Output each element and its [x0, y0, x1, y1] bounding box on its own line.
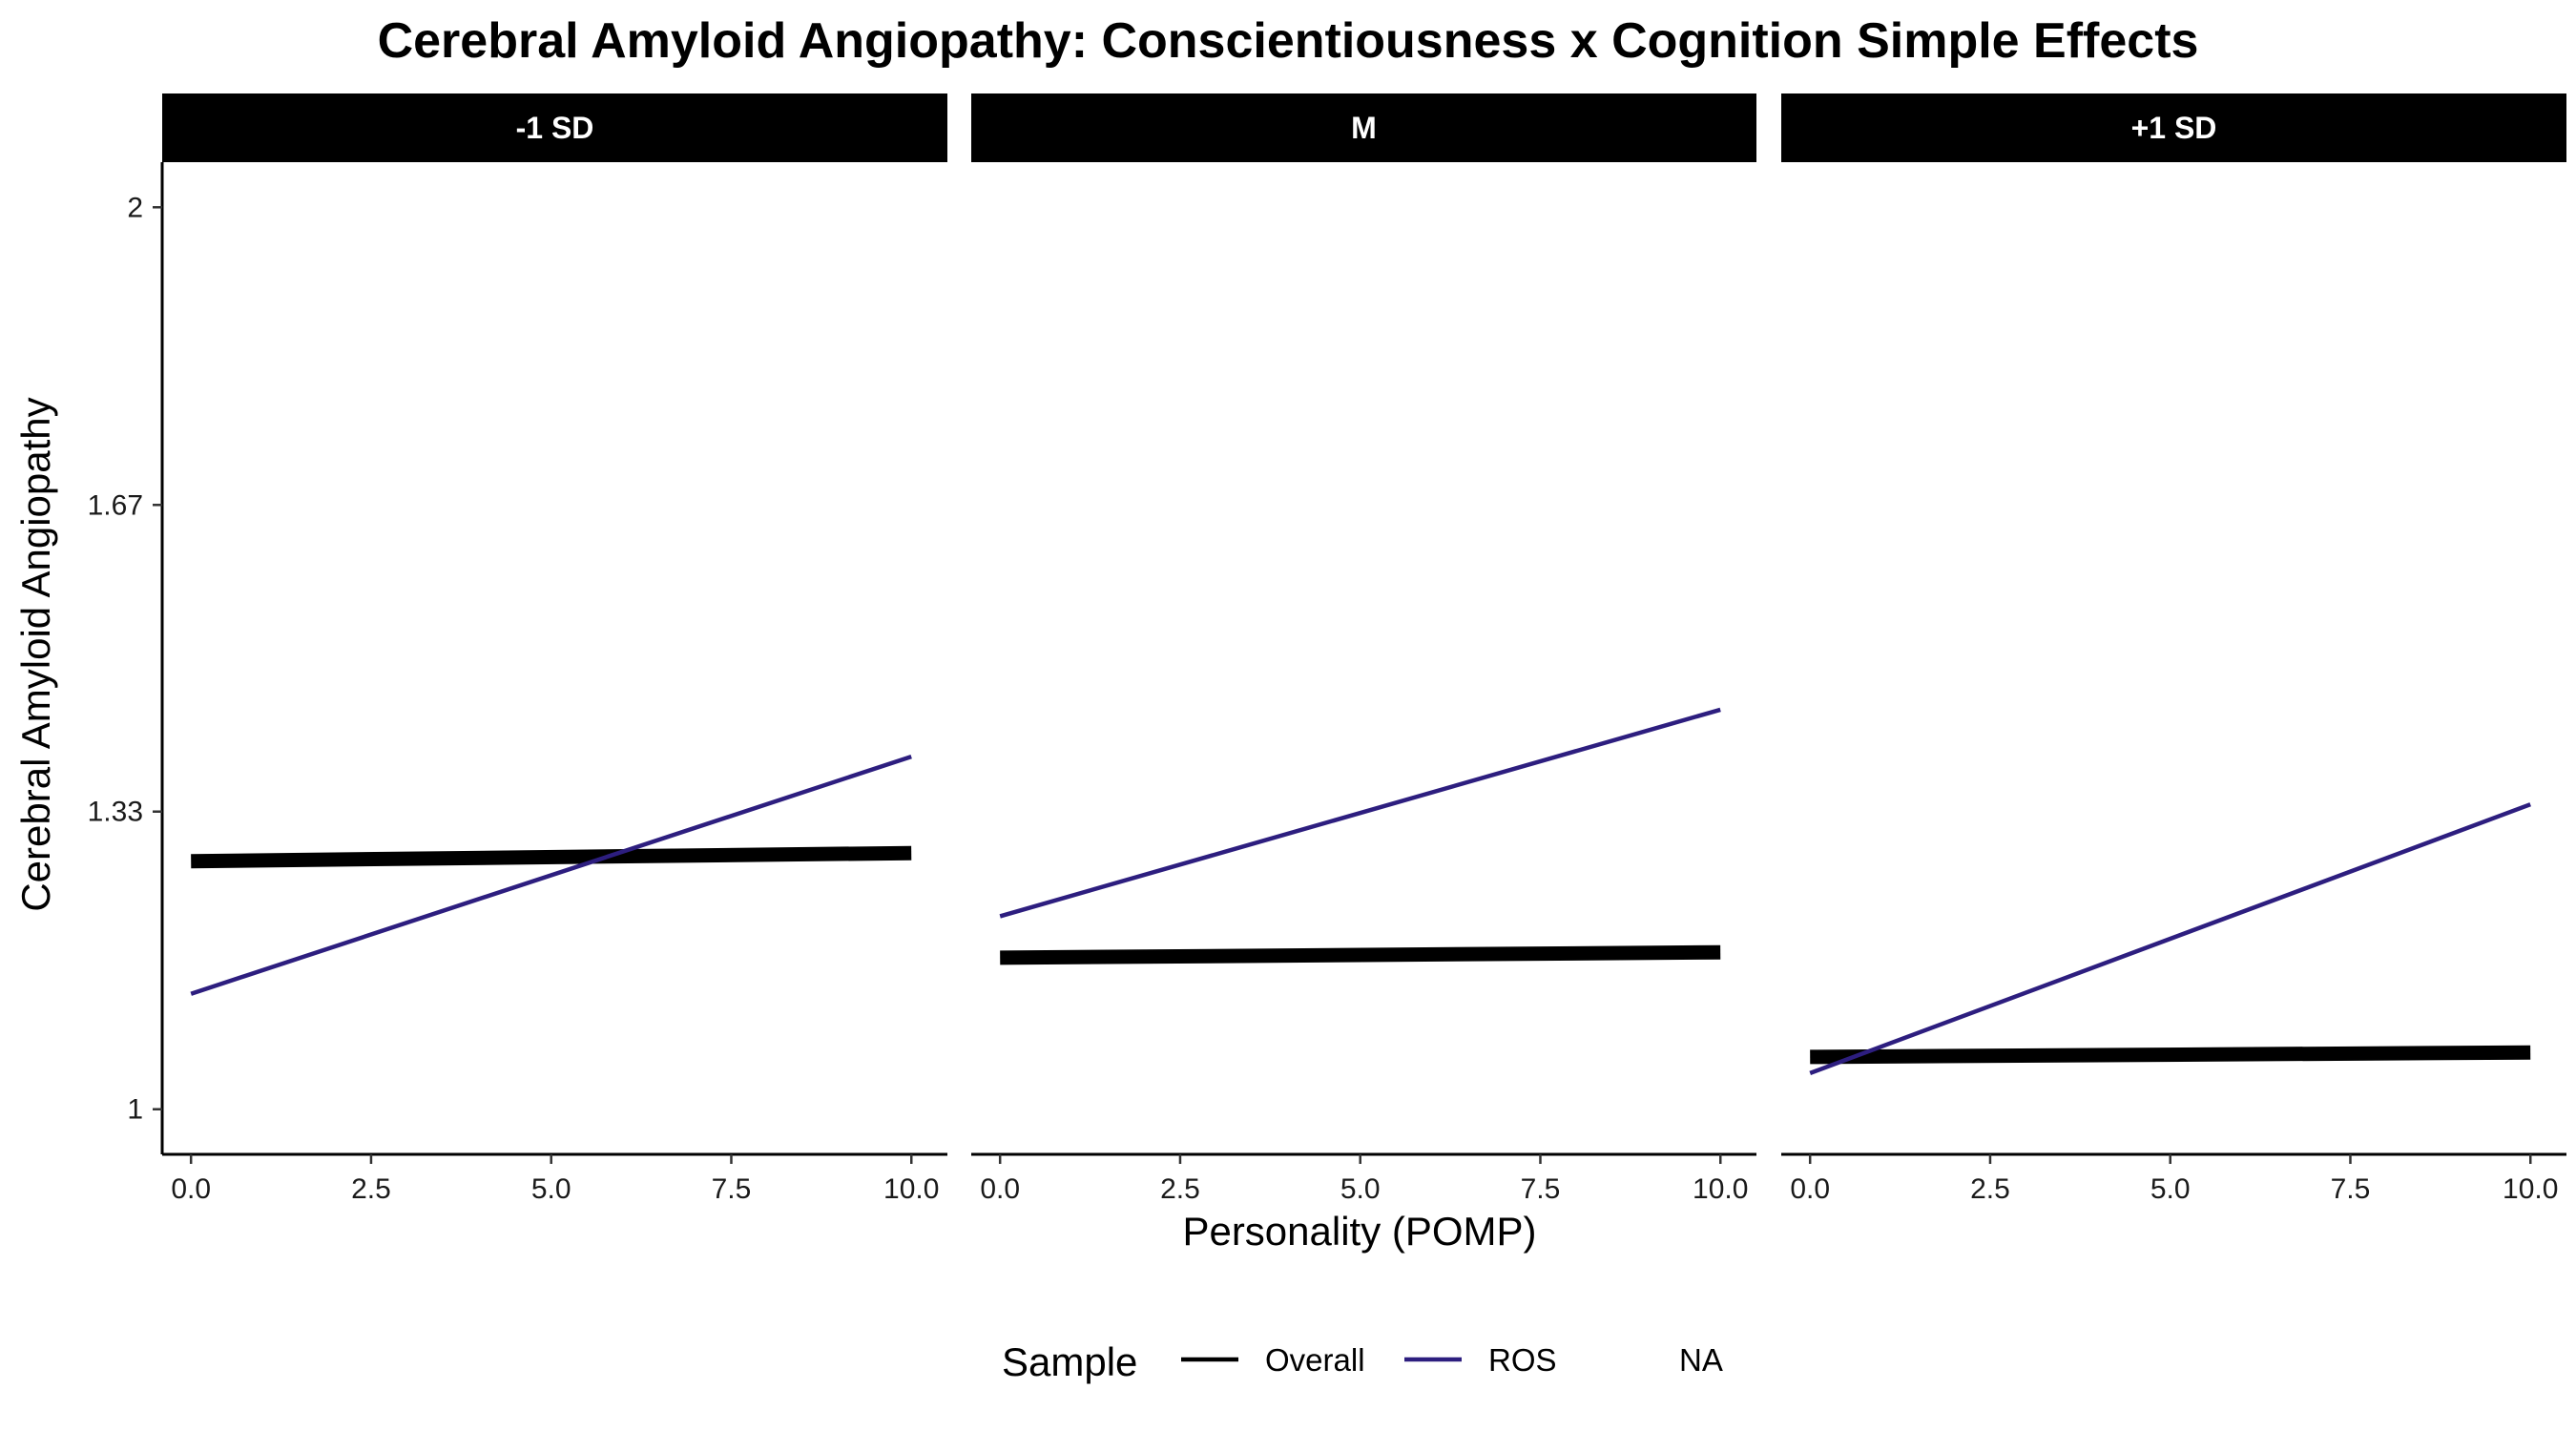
- strip-label: +1 SD: [2131, 111, 2217, 145]
- x-axis-title: Personality (POMP): [1182, 1209, 1536, 1254]
- x-tick-label: 5.0: [2150, 1173, 2191, 1205]
- y-axis-title: Cerebral Amyloid Angiopathy: [13, 397, 58, 911]
- x-tick-label: 2.5: [1970, 1173, 2010, 1205]
- legend-label-overall: Overall: [1265, 1342, 1365, 1378]
- series-line-overall: [191, 845, 912, 869]
- panel-minus-1sd: -1 SD 0.0 2.5 5.0 7.5 10.0 1 1.33 1.67 2: [88, 93, 947, 1205]
- y-tick-label: 2: [127, 192, 143, 223]
- strip-label: -1 SD: [516, 111, 594, 145]
- panel-plus-1sd: +1 SD 0.0 2.5 5.0 7.5 10.0: [1781, 93, 2566, 1205]
- x-tick-label: 5.0: [1340, 1173, 1381, 1205]
- x-tick-label: 7.5: [712, 1173, 752, 1205]
- x-tick-label: 10.0: [883, 1173, 939, 1205]
- strip-mean: [971, 93, 1756, 162]
- series-line-ros: [1809, 802, 2531, 1076]
- series-line-overall: [1000, 944, 1721, 965]
- panels: -1 SD 0.0 2.5 5.0 7.5 10.0 1 1.33 1.67 2 M 0.0 2.5 5.…: [88, 93, 2566, 1205]
- x-tick-label: 10.0: [2503, 1173, 2558, 1205]
- x-tick-label: 0.0: [980, 1173, 1020, 1205]
- x-tick-label: 5.0: [531, 1173, 571, 1205]
- panel-mean: M 0.0 2.5 5.0 7.5 10.0: [971, 93, 1756, 1205]
- series-line-ros: [999, 707, 1721, 919]
- strip-label: M: [1351, 111, 1377, 145]
- x-tick-label: 0.0: [1790, 1173, 1830, 1205]
- legend-title: Sample: [1002, 1339, 1137, 1384]
- strip-plus-1sd: [1781, 93, 2566, 162]
- y-tick-label: 1.33: [88, 797, 143, 828]
- x-tick-label: 2.5: [1160, 1173, 1200, 1205]
- chart-title: Cerebral Amyloid Angiopathy: Conscientio…: [378, 13, 2199, 69]
- x-tick-label: 7.5: [1521, 1173, 1561, 1205]
- x-tick-label: 10.0: [1693, 1173, 1748, 1205]
- legend: Sample Overall ROS NA: [1002, 1339, 1723, 1384]
- strip-minus-1sd: [162, 93, 947, 162]
- series-line-overall: [1810, 1045, 2531, 1065]
- x-tick-label: 0.0: [171, 1173, 211, 1205]
- legend-label-na: NA: [1679, 1342, 1723, 1378]
- y-tick-label: 1: [127, 1094, 143, 1126]
- x-tick-label: 7.5: [2331, 1173, 2371, 1205]
- legend-label-ros: ROS: [1488, 1342, 1557, 1378]
- y-tick-label: 1.67: [88, 489, 143, 521]
- series-line-ros: [190, 754, 912, 996]
- x-tick-label: 2.5: [351, 1173, 391, 1205]
